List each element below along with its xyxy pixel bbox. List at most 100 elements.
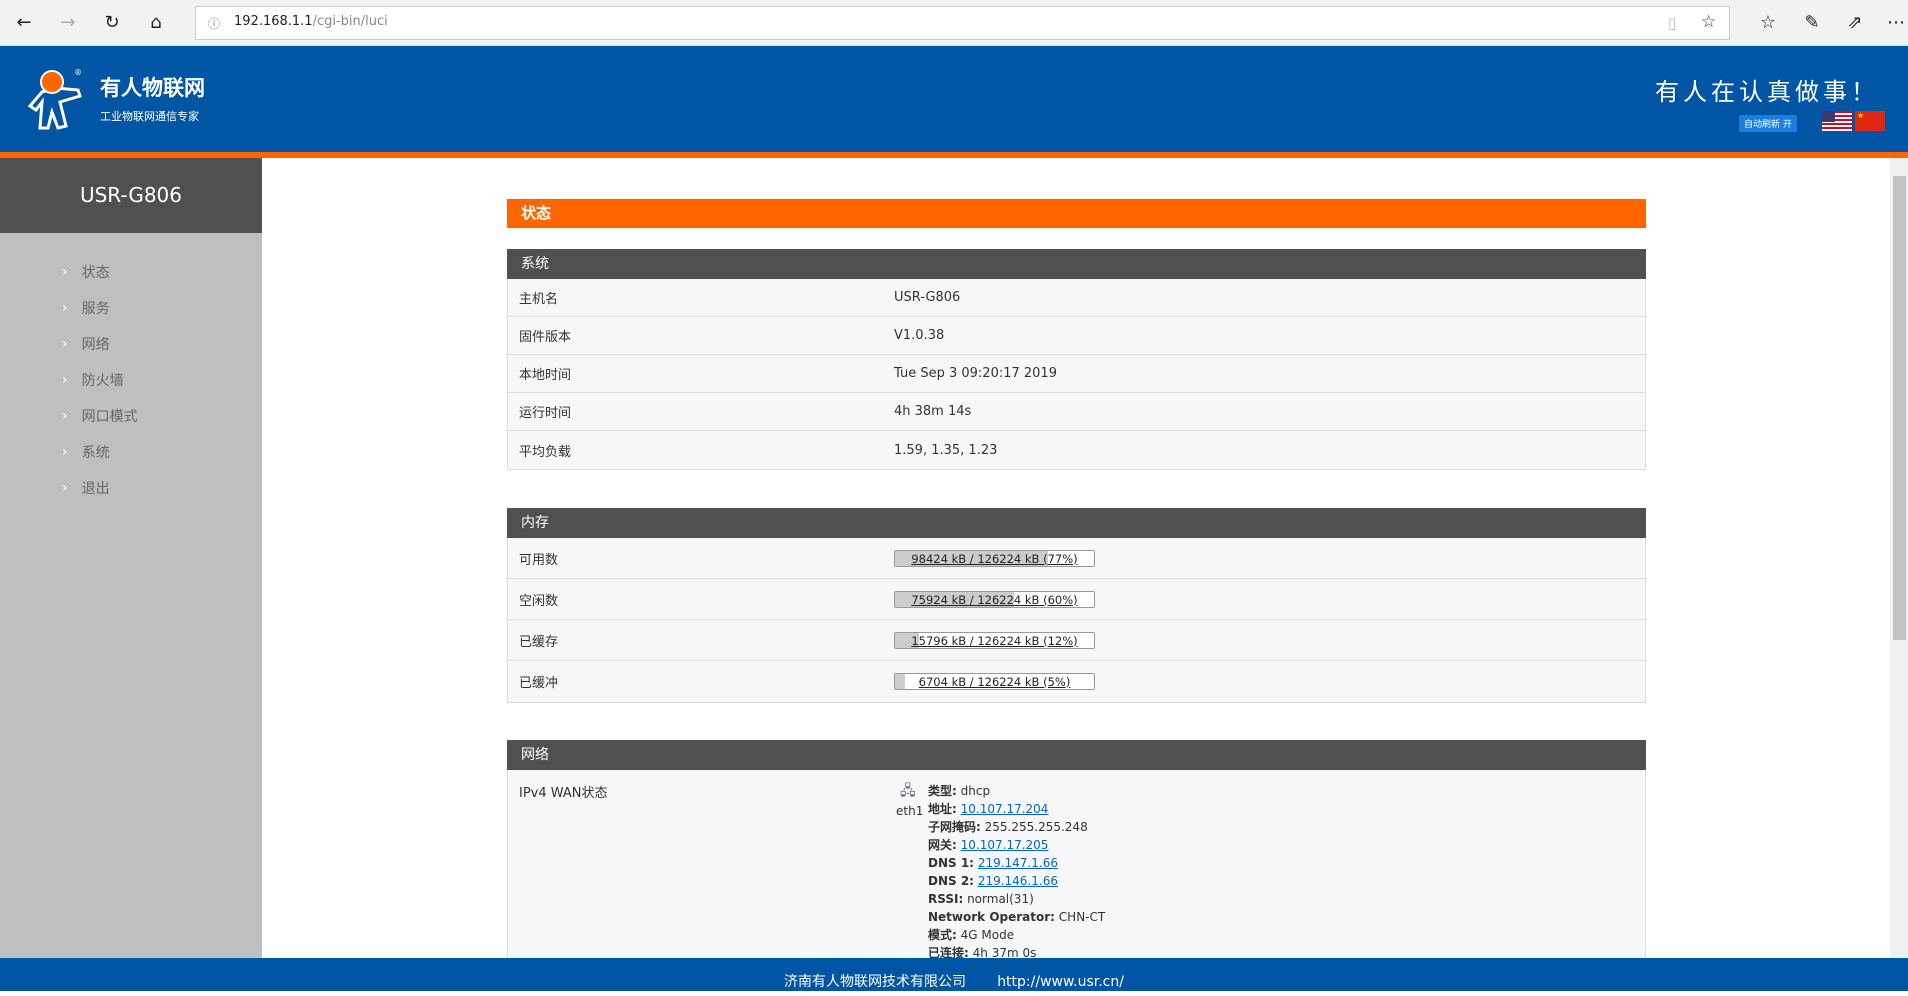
row-label: 可用数 bbox=[519, 552, 559, 568]
row-value: 4h 38m 14s bbox=[894, 404, 972, 419]
wan-detail-line: RSSI: normal(31) bbox=[928, 890, 1105, 908]
row-label: 已缓存 bbox=[519, 634, 559, 650]
home-icon[interactable]: ⌂ bbox=[150, 12, 162, 33]
brand-name: 有人物联网 bbox=[100, 76, 205, 100]
ethernet-port-icon: 🖧 bbox=[900, 783, 916, 799]
more-icon[interactable]: ⋯ bbox=[1887, 12, 1905, 33]
notes-pen-icon[interactable]: ✎ bbox=[1804, 12, 1820, 33]
sidebar-item-label: 状态 bbox=[81, 265, 110, 281]
device-model-title: USR-G806 bbox=[0, 158, 262, 233]
reading-view-icon[interactable]: ▯ bbox=[1668, 14, 1677, 32]
sidebar-item-port-mode[interactable]: › 网口模式 bbox=[62, 404, 138, 428]
wan-detail-line: 已连接: 4h 37m 0s bbox=[928, 944, 1105, 962]
progress-text: 6704 kB / 126224 kB (5%) bbox=[918, 675, 1071, 689]
refresh-icon[interactable]: ↻ bbox=[104, 12, 120, 33]
chinese-flag-icon[interactable]: ★ bbox=[1855, 111, 1885, 131]
sidebar-item-network[interactable]: › 网络 bbox=[62, 332, 110, 356]
detail-key: DNS 1: bbox=[928, 856, 974, 870]
sidebar-item-label: 网口模式 bbox=[81, 409, 138, 425]
sidebar-item-label: 系统 bbox=[81, 445, 110, 461]
logo-icon bbox=[27, 70, 82, 130]
row-label: 平均负载 bbox=[519, 444, 572, 460]
memory-progress-bar: 15796 kB / 126224 kB (12%) bbox=[894, 631, 1095, 649]
footer-website-link[interactable]: http://www.usr.cn/ bbox=[997, 974, 1124, 990]
row-label: 主机名 bbox=[519, 292, 559, 307]
wan-detail-line: 模式: 4G Mode bbox=[928, 926, 1105, 944]
detail-value: 255.255.255.248 bbox=[984, 820, 1088, 834]
row-label: 运行时间 bbox=[519, 406, 572, 421]
auto-refresh-toggle[interactable]: 自动刷新 开 bbox=[1739, 115, 1797, 132]
row-label: 本地时间 bbox=[519, 368, 572, 383]
back-icon[interactable]: ← bbox=[16, 12, 32, 33]
favorites-icon[interactable]: ☆ bbox=[1759, 12, 1777, 33]
table-row: 空闲数 75924 kB / 126224 kB (60%) bbox=[508, 579, 1645, 620]
page-title: 状态 bbox=[507, 199, 1646, 228]
detail-value: CHN-CT bbox=[1058, 910, 1106, 924]
interface-name: eth1 bbox=[896, 804, 924, 818]
memory-progress-bar: 98424 kB / 126224 kB (77%) bbox=[894, 549, 1095, 567]
wan-detail-line: DNS 2: 219.146.1.66 bbox=[928, 872, 1105, 890]
sidebar-item-services[interactable]: › 服务 bbox=[62, 296, 110, 320]
brand-tagline: 工业物联网通信专家 bbox=[100, 110, 199, 123]
detail-key: DNS 2: bbox=[928, 874, 974, 888]
wan-detail-line: Network Operator: CHN-CT bbox=[928, 908, 1105, 926]
row-label: 固件版本 bbox=[519, 330, 572, 345]
address-bar[interactable]: ⓘ 192.168.1.1/cgi-bin/luci ▯ ☆ bbox=[195, 6, 1730, 40]
table-row: 可用数 98424 kB / 126224 kB (77%) bbox=[508, 538, 1645, 579]
wan-detail-line: 地址: 10.107.17.204 bbox=[928, 800, 1105, 818]
chevron-right-icon: › bbox=[62, 300, 68, 316]
site-footer: 济南有人物联网技术有限公司 http://www.usr.cn/ bbox=[0, 958, 1908, 991]
sidebar bbox=[0, 158, 262, 958]
chevron-right-icon: › bbox=[62, 408, 68, 424]
footer-company: 济南有人物联网技术有限公司 bbox=[784, 974, 967, 990]
registered-mark: ® bbox=[74, 68, 82, 77]
site-header: ® 有人物联网 工业物联网通信专家 有人在认真做事！ 自动刷新 开 ★ bbox=[0, 46, 1908, 152]
sidebar-item-logout[interactable]: › 退出 bbox=[62, 476, 110, 500]
detail-link[interactable]: 10.107.17.204 bbox=[960, 802, 1049, 816]
detail-link[interactable]: 10.107.17.205 bbox=[960, 838, 1049, 852]
row-value: USR-G806 bbox=[894, 290, 961, 305]
info-icon: ⓘ bbox=[208, 17, 221, 31]
memory-progress-bar: 75924 kB / 126224 kB (60%) bbox=[894, 590, 1095, 608]
table-row: 本地时间 Tue Sep 3 09:20:17 2019 bbox=[508, 355, 1645, 393]
english-flag-icon[interactable] bbox=[1822, 111, 1852, 131]
detail-key: 类型: bbox=[928, 784, 957, 798]
network-section-header: 网络 bbox=[507, 740, 1646, 770]
share-icon[interactable]: ⇗ bbox=[1847, 12, 1863, 33]
table-row: 已缓存 15796 kB / 126224 kB (12%) bbox=[508, 620, 1645, 661]
detail-value: 4h 37m 0s bbox=[972, 946, 1037, 960]
detail-link[interactable]: 219.147.1.66 bbox=[977, 856, 1058, 870]
sidebar-item-label: 退出 bbox=[81, 481, 110, 497]
sidebar-item-system[interactable]: › 系统 bbox=[62, 440, 110, 464]
wan-details: 类型: dhcp 地址: 10.107.17.204 子网掩码: 255.255.2… bbox=[928, 782, 1105, 962]
detail-key: 地址: bbox=[928, 802, 957, 816]
wan-detail-line: 类型: dhcp bbox=[928, 782, 1105, 800]
system-table: 主机名 USR-G806 固件版本 V1.0.38 本地时间 Tue Sep 3 09… bbox=[507, 279, 1646, 470]
forward-icon[interactable]: → bbox=[60, 12, 76, 33]
row-value: V1.0.38 bbox=[894, 328, 945, 343]
chevron-right-icon: › bbox=[62, 372, 68, 388]
progress-text: 75924 kB / 126224 kB (60%) bbox=[911, 592, 1078, 607]
wan-detail-line: 子网掩码: 255.255.255.248 bbox=[928, 818, 1105, 836]
detail-key: 网关: bbox=[928, 838, 957, 852]
memory-progress-bar: 6704 kB / 126224 kB (5%) bbox=[894, 673, 1095, 690]
network-table: IPv4 WAN状态 🖧 eth1 类型: dhcp 地址: 10.107.17.… bbox=[507, 770, 1646, 970]
progress-text: 98424 kB / 126224 kB (77%) bbox=[911, 551, 1078, 566]
detail-key: 已连接: bbox=[928, 946, 969, 960]
progress-fill bbox=[895, 591, 1015, 607]
scrollbar-thumb[interactable] bbox=[1893, 176, 1906, 640]
favorite-star-icon[interactable]: ☆ bbox=[1701, 12, 1717, 32]
sidebar-item-firewall[interactable]: › 防火墙 bbox=[62, 368, 124, 392]
sidebar-item-label: 防火墙 bbox=[81, 373, 124, 389]
chevron-right-icon: › bbox=[62, 336, 68, 352]
sidebar-item-status[interactable]: › 状态 bbox=[62, 260, 110, 284]
table-row: 固件版本 V1.0.38 bbox=[508, 317, 1645, 355]
memory-table: 可用数 98424 kB / 126224 kB (77%) 空闲数 75924 k… bbox=[507, 538, 1646, 703]
row-label: 空闲数 bbox=[519, 593, 559, 609]
table-row: 已缓冲 6704 kB / 126224 kB (5%) bbox=[508, 661, 1645, 702]
detail-link[interactable]: 219.146.1.66 bbox=[977, 874, 1058, 888]
chevron-right-icon: › bbox=[62, 480, 68, 496]
row-value: Tue Sep 3 09:20:17 2019 bbox=[894, 366, 1057, 381]
table-row: 平均负载 1.59, 1.35, 1.23 bbox=[508, 431, 1645, 469]
browser-toolbar: ← → ↻ ⌂ ⓘ 192.168.1.1/cgi-bin/luci ▯ ☆ ☆… bbox=[0, 0, 1908, 46]
